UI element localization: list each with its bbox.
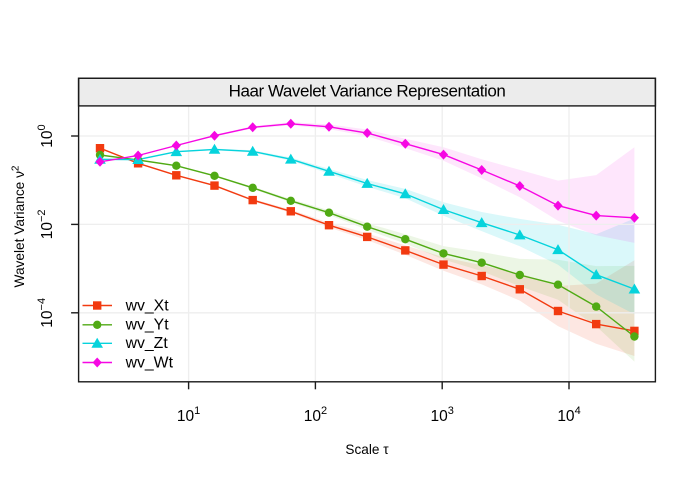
svg-text:wv_Xt: wv_Xt xyxy=(125,297,170,314)
svg-text:Scale τ: Scale τ xyxy=(345,442,389,457)
svg-text:wv_Yt: wv_Yt xyxy=(125,317,170,334)
svg-text:Haar Wavelet Variance Represen: Haar Wavelet Variance Representation xyxy=(229,81,506,100)
svg-text:wv_Zt: wv_Zt xyxy=(125,335,169,352)
svg-text:Wavelet Variance ν2: Wavelet Variance ν2 xyxy=(11,165,28,287)
svg-text:wv_Wt: wv_Wt xyxy=(125,354,174,371)
